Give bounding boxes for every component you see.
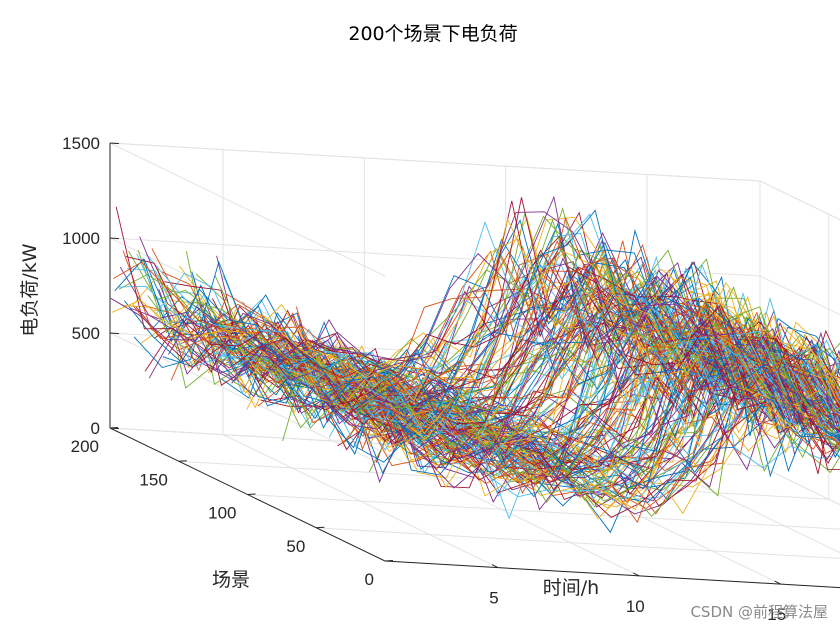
z-tick-mark: [109, 332, 120, 335]
scenario-line: [333, 288, 840, 489]
grid-line: [759, 180, 840, 221]
z-tick-label: 500: [72, 324, 100, 343]
scenario-line: [313, 293, 840, 482]
tick-labels: 0500100015005101520050100150200: [62, 134, 786, 624]
scenario-line: [339, 361, 840, 508]
x-tick-mark: [491, 564, 499, 569]
scenario-line: [127, 245, 778, 389]
z-tick-mark: [109, 237, 120, 240]
scenario-line: [258, 310, 840, 469]
y-tick-label: 150: [139, 470, 167, 489]
z-tick-label: 0: [91, 419, 100, 438]
x-axis-label: 时间/h: [543, 577, 599, 599]
scenario-line: [222, 256, 840, 437]
scenario-line: [152, 254, 804, 414]
y-tick-mark: [247, 493, 256, 495]
scenario-line: [111, 217, 763, 386]
x-tick-mark: [774, 580, 781, 585]
chart-title: 200个场景下电负荷: [348, 23, 517, 45]
z-tick-label: 1000: [62, 229, 100, 248]
scenario-line: [262, 297, 840, 434]
grid-line: [759, 465, 840, 506]
axes-front-edges: [109, 142, 840, 589]
scenario-line: [130, 216, 782, 418]
scenario-line: [110, 252, 762, 394]
y-tick-mark: [384, 560, 394, 562]
watermark: CSDN @前程算法屋: [690, 603, 828, 621]
x-axis-line: [384, 560, 840, 589]
y-tick-label: 50: [286, 537, 305, 556]
grid-line: [109, 142, 386, 277]
scenario-line: [170, 278, 822, 418]
x-tick-mark: [633, 572, 640, 577]
grid-line: [178, 460, 829, 500]
scenario-line: [221, 281, 840, 434]
scenario-line: [216, 255, 840, 445]
y-tick-mark: [178, 460, 187, 462]
scenario-line: [326, 324, 840, 476]
y-axis-label: 场景: [212, 569, 250, 591]
scenario-line: [312, 321, 840, 489]
scenario-line: [344, 331, 840, 504]
y-tick-mark: [316, 526, 325, 529]
y-tick-label: 0: [365, 570, 374, 589]
scenario-line: [214, 275, 840, 453]
grid-line: [247, 494, 840, 530]
scenario-line: [119, 211, 771, 400]
scenario-line: [334, 339, 840, 490]
scenario-line: [125, 197, 776, 411]
scenario-line: [114, 209, 766, 393]
grid-line: [316, 527, 840, 559]
scenario-line: [118, 243, 769, 394]
grid-line: [759, 275, 840, 316]
scenario-line: [132, 284, 784, 405]
scenario-line: [323, 296, 840, 495]
scenario-line: [191, 271, 840, 439]
y-tick-mark: [109, 427, 119, 429]
grid-line: [646, 458, 840, 554]
grid-line: [109, 427, 761, 467]
scenario-line: [188, 278, 840, 402]
scenario-line: [162, 287, 814, 418]
box-edge: [759, 180, 840, 221]
scenario-line: [156, 213, 808, 412]
scenario-line: [115, 200, 767, 410]
x-tick-label: 10: [626, 597, 645, 616]
scenario-line: [183, 211, 834, 452]
series-lines: [110, 195, 840, 534]
scenario-line: [117, 220, 768, 401]
scenario-line: [154, 267, 806, 429]
z-tick-mark: [109, 142, 120, 145]
y-tick-label: 100: [208, 504, 236, 523]
y-tick-label: 200: [71, 437, 99, 456]
scenario-line: [279, 332, 840, 467]
scenario-line: [359, 350, 840, 497]
scenario-line: [355, 342, 840, 474]
box-edge: [759, 465, 840, 506]
x-tick-label: 5: [489, 589, 498, 608]
scenario-line: [113, 216, 764, 382]
scenario-line: [350, 383, 840, 497]
z-tick-label: 1500: [62, 134, 100, 153]
z-axis-label: 电负荷/kW: [19, 243, 41, 336]
scenario-line: [378, 316, 840, 497]
grid-line: [109, 142, 761, 182]
x-tick-label: 15: [767, 605, 786, 624]
scenario-line: [371, 321, 840, 520]
grid-line: [109, 237, 386, 372]
